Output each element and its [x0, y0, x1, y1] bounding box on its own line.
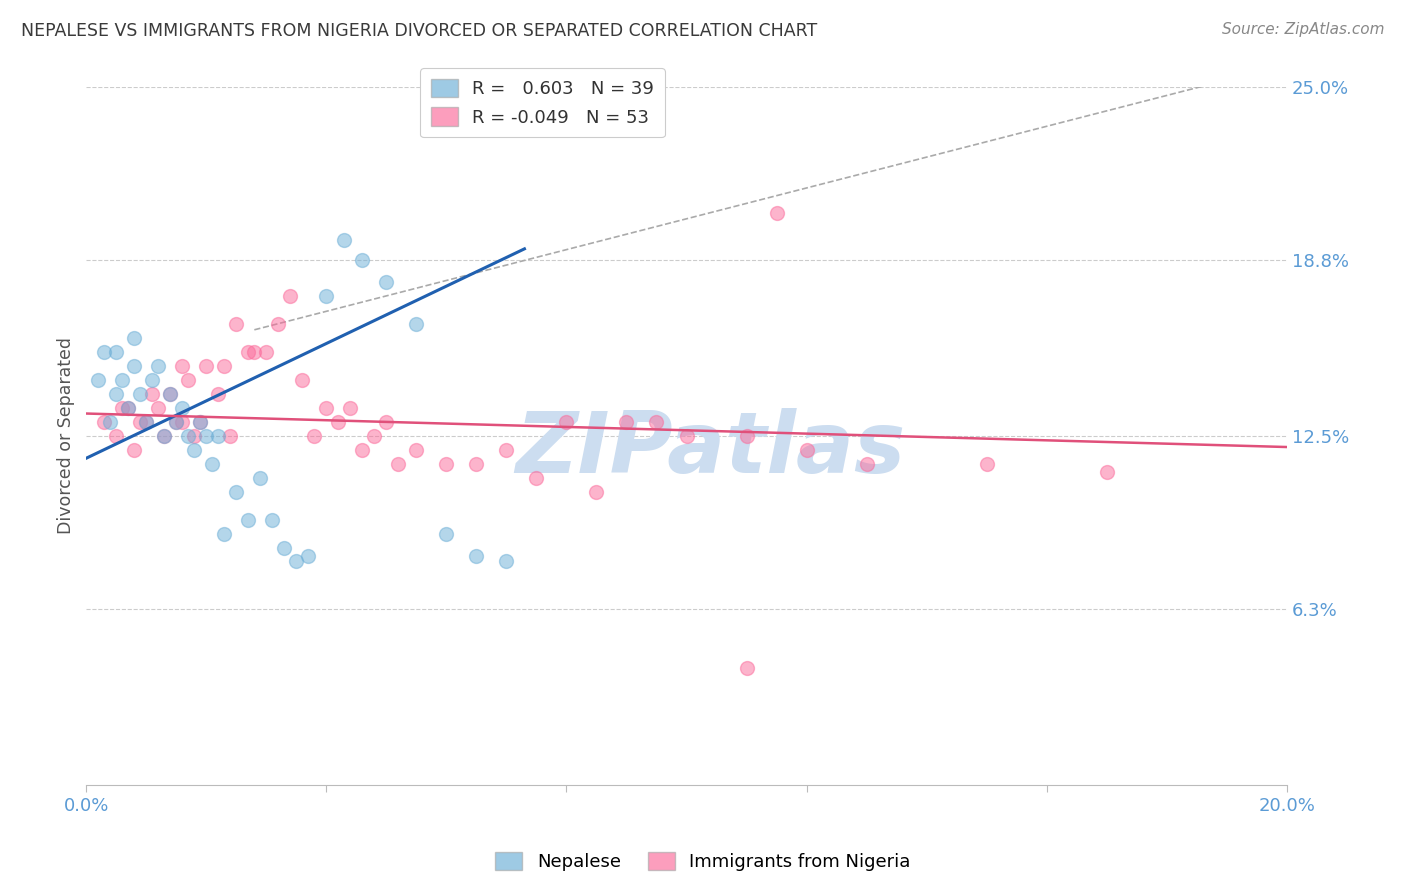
Point — [585, 484, 607, 499]
Point — [159, 387, 181, 401]
Point — [117, 401, 139, 415]
Point — [735, 429, 758, 443]
Point — [124, 359, 146, 373]
Point — [214, 526, 236, 541]
Point — [555, 415, 578, 429]
Point — [124, 331, 146, 345]
Point — [375, 415, 398, 429]
Point — [436, 457, 458, 471]
Point — [254, 345, 277, 359]
Point — [339, 401, 361, 415]
Point — [976, 457, 998, 471]
Point — [225, 317, 247, 331]
Point — [93, 415, 115, 429]
Point — [262, 513, 284, 527]
Point — [124, 442, 146, 457]
Point — [280, 289, 302, 303]
Point — [436, 526, 458, 541]
Point — [207, 429, 229, 443]
Point — [225, 484, 247, 499]
Point — [219, 429, 242, 443]
Text: ZIPatlas: ZIPatlas — [516, 409, 905, 491]
Point — [249, 471, 271, 485]
Y-axis label: Divorced or Separated: Divorced or Separated — [58, 337, 75, 534]
Point — [315, 289, 337, 303]
Point — [315, 401, 337, 415]
Point — [526, 471, 548, 485]
Point — [177, 373, 200, 387]
Point — [183, 442, 205, 457]
Point — [159, 387, 181, 401]
Point — [352, 442, 374, 457]
Point — [98, 415, 121, 429]
Point — [207, 387, 229, 401]
Point — [148, 401, 170, 415]
Point — [105, 387, 128, 401]
Point — [405, 442, 427, 457]
Point — [141, 373, 163, 387]
Point — [105, 429, 128, 443]
Point — [363, 429, 385, 443]
Point — [238, 513, 260, 527]
Point — [172, 415, 194, 429]
Point — [465, 457, 488, 471]
Point — [285, 554, 308, 568]
Point — [105, 345, 128, 359]
Legend: R =   0.603   N = 39, R = -0.049   N = 53: R = 0.603 N = 39, R = -0.049 N = 53 — [420, 68, 665, 137]
Point — [855, 457, 877, 471]
Point — [333, 234, 356, 248]
Point — [148, 359, 170, 373]
Point — [291, 373, 314, 387]
Point — [375, 276, 398, 290]
Point — [188, 415, 211, 429]
Point — [195, 429, 218, 443]
Point — [188, 415, 211, 429]
Point — [304, 429, 326, 443]
Point — [135, 415, 157, 429]
Point — [183, 429, 205, 443]
Point — [267, 317, 290, 331]
Point — [273, 541, 295, 555]
Point — [93, 345, 115, 359]
Point — [796, 442, 818, 457]
Text: Source: ZipAtlas.com: Source: ZipAtlas.com — [1222, 22, 1385, 37]
Point — [675, 429, 697, 443]
Point — [111, 401, 134, 415]
Point — [129, 415, 152, 429]
Point — [495, 442, 517, 457]
Point — [645, 415, 668, 429]
Point — [352, 252, 374, 267]
Point — [153, 429, 176, 443]
Point — [135, 415, 157, 429]
Point — [141, 387, 163, 401]
Point — [238, 345, 260, 359]
Point — [165, 415, 187, 429]
Point — [495, 554, 517, 568]
Point — [735, 660, 758, 674]
Point — [153, 429, 176, 443]
Point — [214, 359, 236, 373]
Point — [328, 415, 350, 429]
Point — [165, 415, 187, 429]
Point — [129, 387, 152, 401]
Point — [201, 457, 224, 471]
Point — [465, 549, 488, 563]
Point — [387, 457, 409, 471]
Point — [111, 373, 134, 387]
Point — [1095, 465, 1118, 479]
Point — [172, 359, 194, 373]
Point — [177, 429, 200, 443]
Point — [117, 401, 139, 415]
Point — [405, 317, 427, 331]
Legend: Nepalese, Immigrants from Nigeria: Nepalese, Immigrants from Nigeria — [488, 845, 918, 879]
Point — [87, 373, 110, 387]
Text: NEPALESE VS IMMIGRANTS FROM NIGERIA DIVORCED OR SEPARATED CORRELATION CHART: NEPALESE VS IMMIGRANTS FROM NIGERIA DIVO… — [21, 22, 817, 40]
Point — [243, 345, 266, 359]
Point — [765, 205, 787, 219]
Point — [297, 549, 319, 563]
Point — [195, 359, 218, 373]
Point — [616, 415, 638, 429]
Point — [172, 401, 194, 415]
